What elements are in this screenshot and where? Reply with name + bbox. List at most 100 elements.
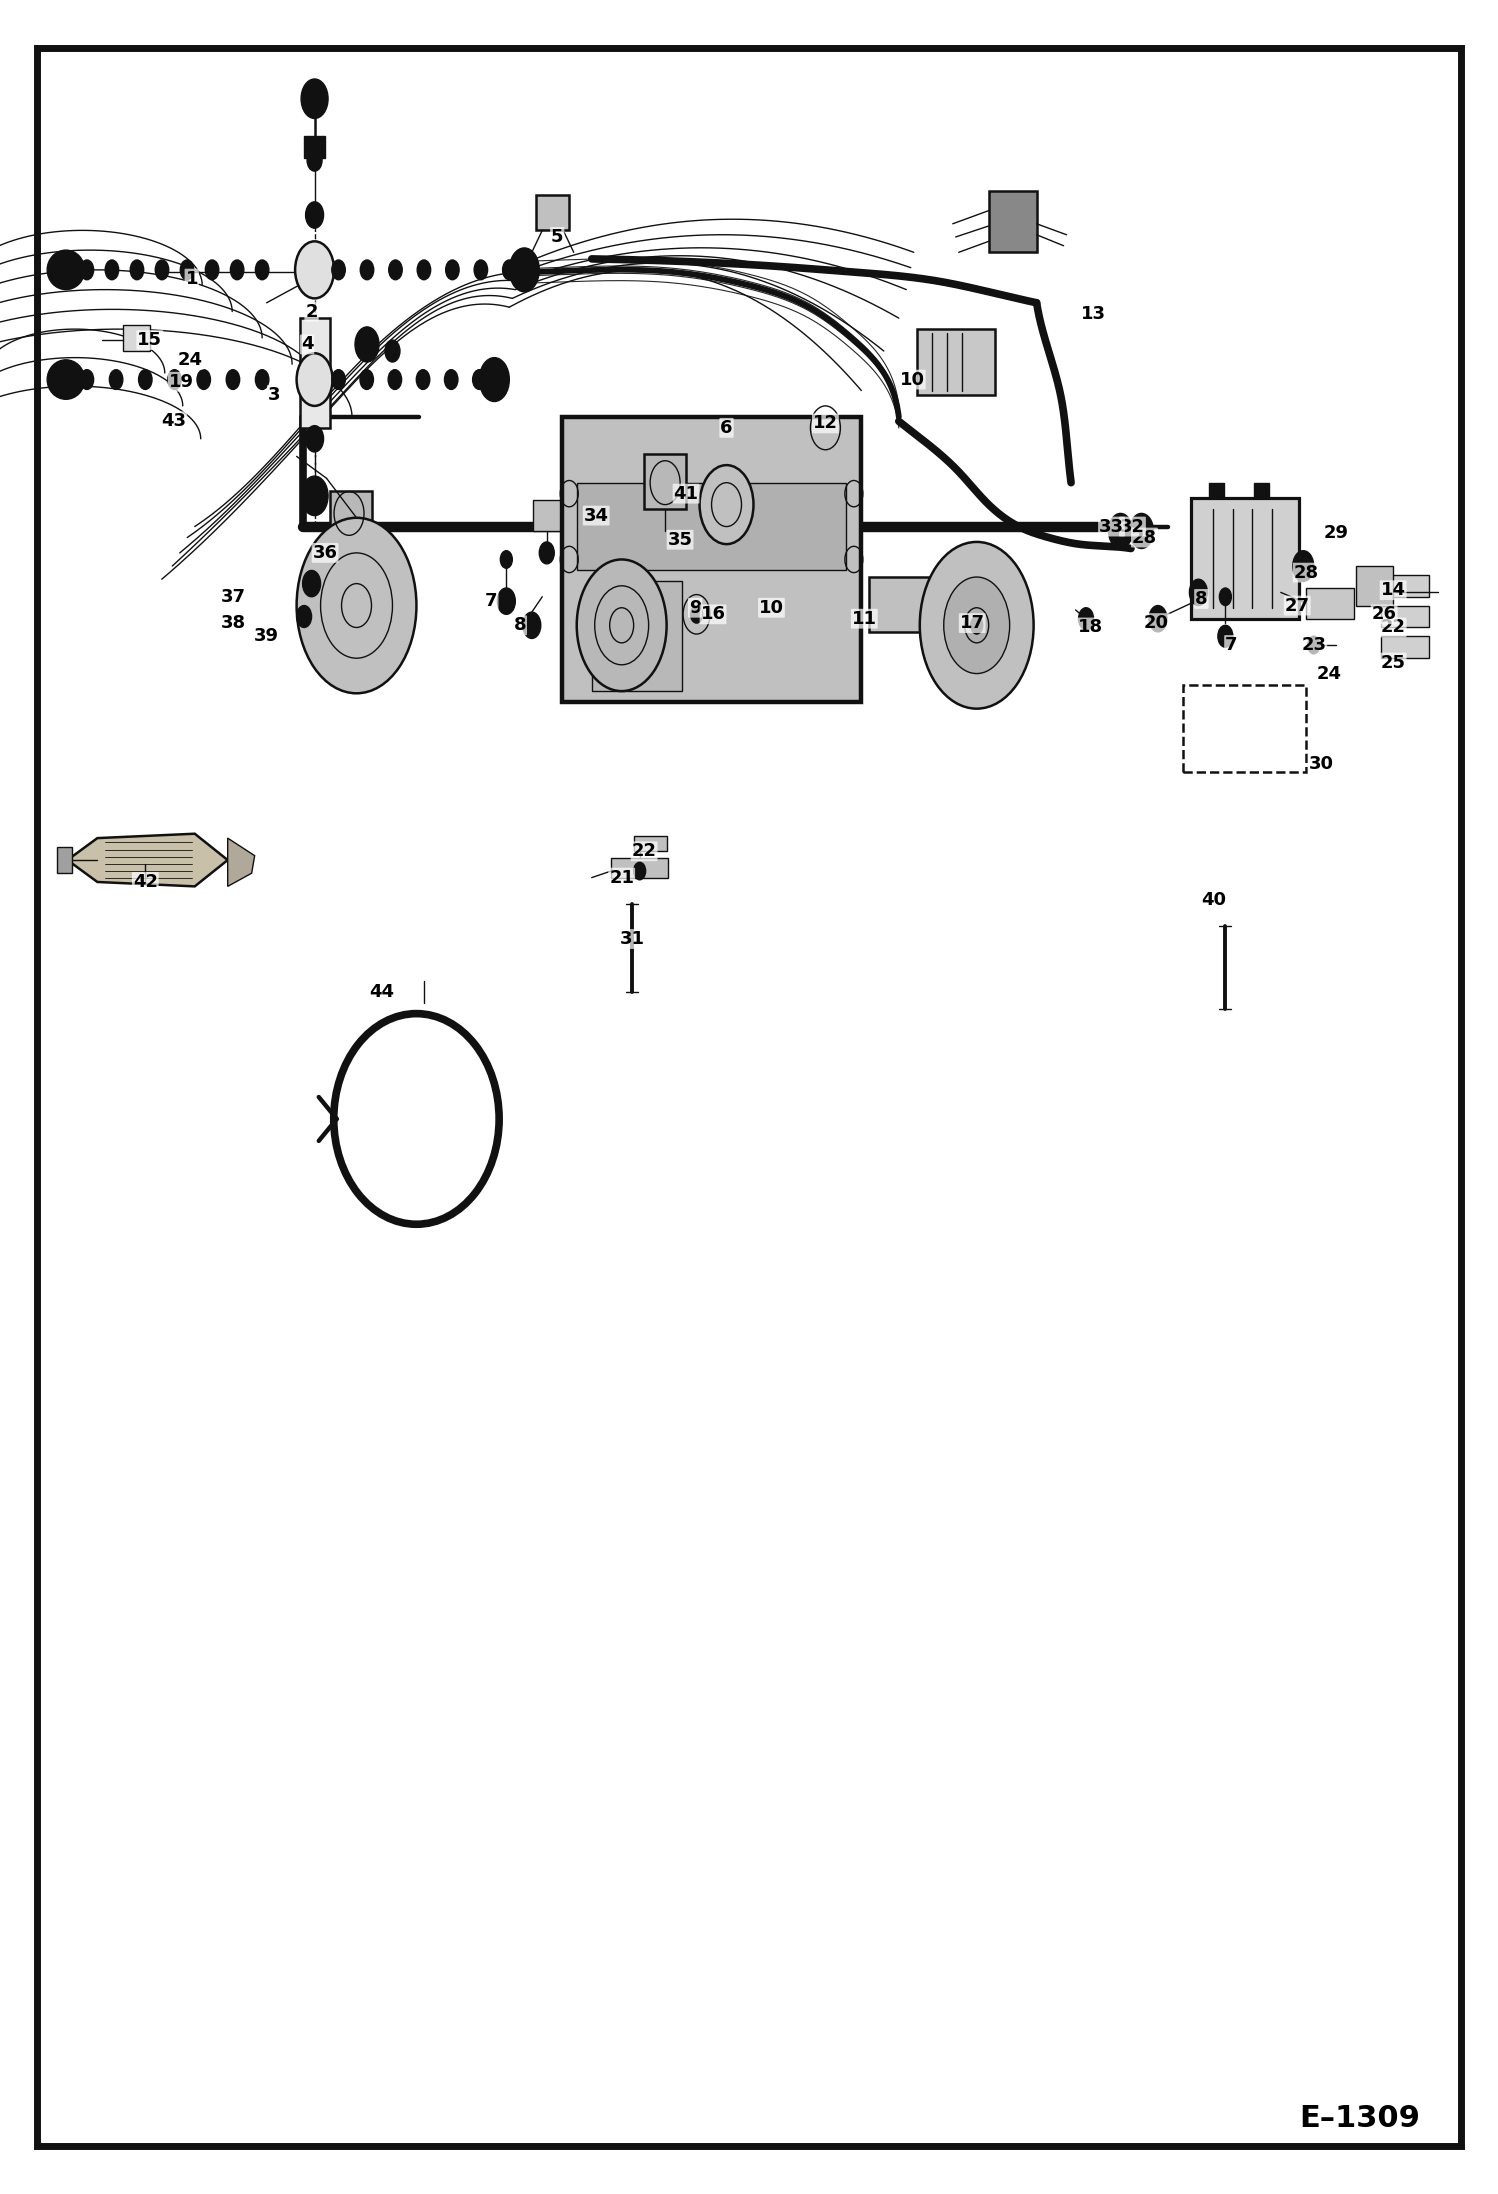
Circle shape <box>577 559 667 691</box>
Circle shape <box>920 542 1034 709</box>
Circle shape <box>446 259 460 281</box>
Circle shape <box>255 259 268 281</box>
Circle shape <box>479 358 509 402</box>
Text: 1: 1 <box>186 270 198 287</box>
Circle shape <box>416 371 430 391</box>
Bar <box>644 454 686 509</box>
Text: 24: 24 <box>178 351 202 369</box>
Bar <box>869 577 929 632</box>
Circle shape <box>523 612 541 638</box>
Circle shape <box>156 259 169 281</box>
Circle shape <box>226 371 240 391</box>
Text: 34: 34 <box>584 507 608 524</box>
Text: 3: 3 <box>268 386 280 404</box>
Text: 40: 40 <box>1201 891 1225 908</box>
Text: 21: 21 <box>610 869 634 886</box>
Bar <box>1381 575 1429 597</box>
Polygon shape <box>228 838 255 886</box>
Text: 35: 35 <box>668 531 692 548</box>
Circle shape <box>255 371 268 391</box>
Bar <box>1209 483 1224 498</box>
Bar <box>577 483 846 570</box>
Text: 43: 43 <box>162 412 186 430</box>
Bar <box>536 195 569 230</box>
Text: 22: 22 <box>632 842 656 860</box>
Text: 13: 13 <box>1082 305 1106 323</box>
Text: 6: 6 <box>721 419 733 437</box>
Circle shape <box>297 518 416 693</box>
Text: 10: 10 <box>759 599 783 617</box>
Circle shape <box>301 79 328 118</box>
Text: 5: 5 <box>551 228 563 246</box>
Circle shape <box>1109 513 1132 548</box>
Text: 30: 30 <box>1309 755 1333 772</box>
Bar <box>1306 588 1354 619</box>
Text: 22: 22 <box>1381 619 1405 636</box>
Circle shape <box>385 340 400 362</box>
Bar <box>1381 636 1429 658</box>
Circle shape <box>138 371 153 391</box>
Circle shape <box>1219 588 1231 606</box>
Text: 41: 41 <box>674 485 698 502</box>
Text: 38: 38 <box>222 614 246 632</box>
Circle shape <box>971 617 983 634</box>
Circle shape <box>355 327 379 362</box>
Circle shape <box>388 371 401 391</box>
Text: 26: 26 <box>1372 606 1396 623</box>
Circle shape <box>445 371 458 391</box>
Text: 25: 25 <box>1381 654 1405 671</box>
Circle shape <box>473 371 485 391</box>
Circle shape <box>389 259 401 281</box>
Circle shape <box>81 371 93 391</box>
Circle shape <box>1293 551 1314 581</box>
Text: 44: 44 <box>370 983 394 1000</box>
Circle shape <box>1149 606 1167 632</box>
Bar <box>1356 566 1393 606</box>
Bar <box>634 836 667 851</box>
Bar <box>1381 606 1429 627</box>
Circle shape <box>307 149 322 171</box>
Circle shape <box>333 259 345 281</box>
Text: 17: 17 <box>960 614 984 632</box>
Text: 8: 8 <box>1195 590 1207 608</box>
Bar <box>330 491 372 535</box>
Circle shape <box>360 371 373 391</box>
Bar <box>1191 498 1299 619</box>
Circle shape <box>700 465 753 544</box>
Text: 33: 33 <box>1100 518 1124 535</box>
Ellipse shape <box>46 250 84 290</box>
Text: 29: 29 <box>1324 524 1348 542</box>
Circle shape <box>295 241 334 298</box>
Text: 36: 36 <box>313 544 337 562</box>
Bar <box>57 847 72 873</box>
Text: 39: 39 <box>255 627 279 645</box>
Bar <box>989 191 1037 252</box>
Circle shape <box>539 542 554 564</box>
Text: E–1309: E–1309 <box>1300 2104 1420 2133</box>
Text: 20: 20 <box>1144 614 1168 632</box>
Text: 9: 9 <box>689 599 701 617</box>
Circle shape <box>1189 579 1207 606</box>
Bar <box>304 136 325 158</box>
Text: 28: 28 <box>1132 529 1156 546</box>
Circle shape <box>509 248 539 292</box>
Circle shape <box>416 259 431 281</box>
Circle shape <box>168 371 181 391</box>
Circle shape <box>1079 608 1094 630</box>
Text: 31: 31 <box>620 930 644 948</box>
Text: 7: 7 <box>485 592 497 610</box>
Circle shape <box>205 259 219 281</box>
Circle shape <box>634 862 646 880</box>
Circle shape <box>306 202 324 228</box>
Text: 18: 18 <box>1079 619 1103 636</box>
Bar <box>917 329 995 395</box>
Text: 28: 28 <box>1294 564 1318 581</box>
Circle shape <box>500 551 512 568</box>
Text: 8: 8 <box>514 617 526 634</box>
Text: 12: 12 <box>813 415 837 432</box>
Circle shape <box>297 353 333 406</box>
Text: 2: 2 <box>306 303 318 320</box>
Circle shape <box>944 577 1010 674</box>
Circle shape <box>306 426 324 452</box>
Ellipse shape <box>46 360 84 399</box>
